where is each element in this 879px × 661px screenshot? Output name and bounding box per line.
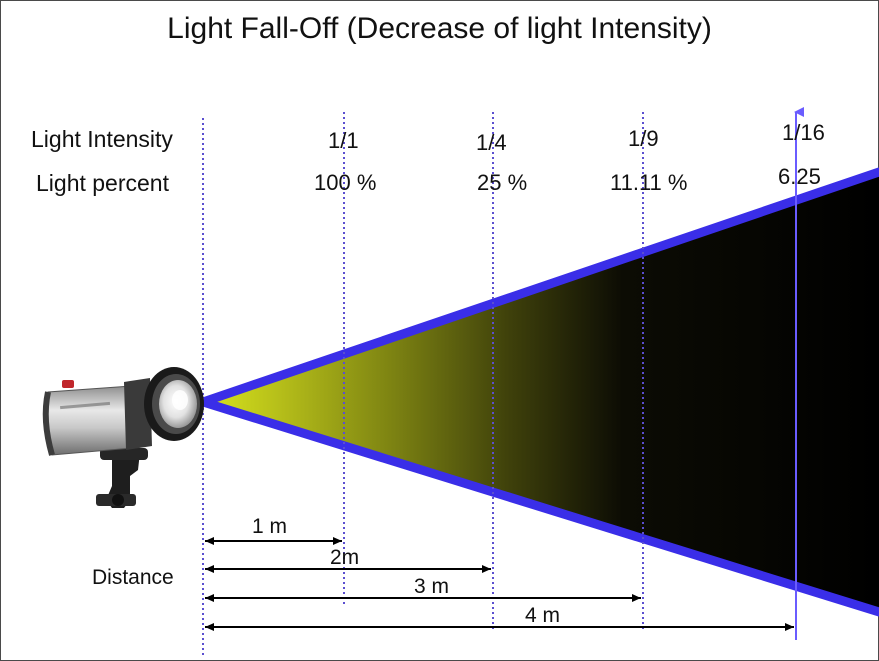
light-percent-label: Light percent: [36, 170, 169, 196]
distance-value-2m: 2m: [330, 546, 360, 569]
percent-value-3m: 11.11 %: [610, 170, 688, 195]
intensity-value-4m: 1/16: [782, 120, 825, 145]
percent-value-1m: 100 %: [314, 170, 377, 195]
light-intensity-label: Light Intensity: [31, 126, 173, 152]
percent-value-2m: 25 %: [477, 170, 528, 195]
light-beam: [203, 172, 879, 612]
distance-label: Distance: [92, 566, 174, 589]
intensity-value-2m: 1/4: [476, 130, 507, 155]
distance-value-1m: 1 m: [252, 515, 288, 538]
distance-value-4m: 4 m: [525, 604, 561, 627]
beam-upper-edge: [198, 167, 879, 407]
distance-value-3m: 3 m: [414, 575, 450, 598]
studio-flash-icon: [42, 367, 204, 508]
diagram-title: Light Fall-Off (Decrease of light Intens…: [167, 12, 712, 45]
intensity-value-3m: 1/9: [628, 126, 659, 151]
intensity-value-1m: 1/1: [328, 128, 359, 153]
percent-value-4m: 6.25: [778, 164, 821, 189]
beam-lower-edge: [198, 397, 879, 617]
